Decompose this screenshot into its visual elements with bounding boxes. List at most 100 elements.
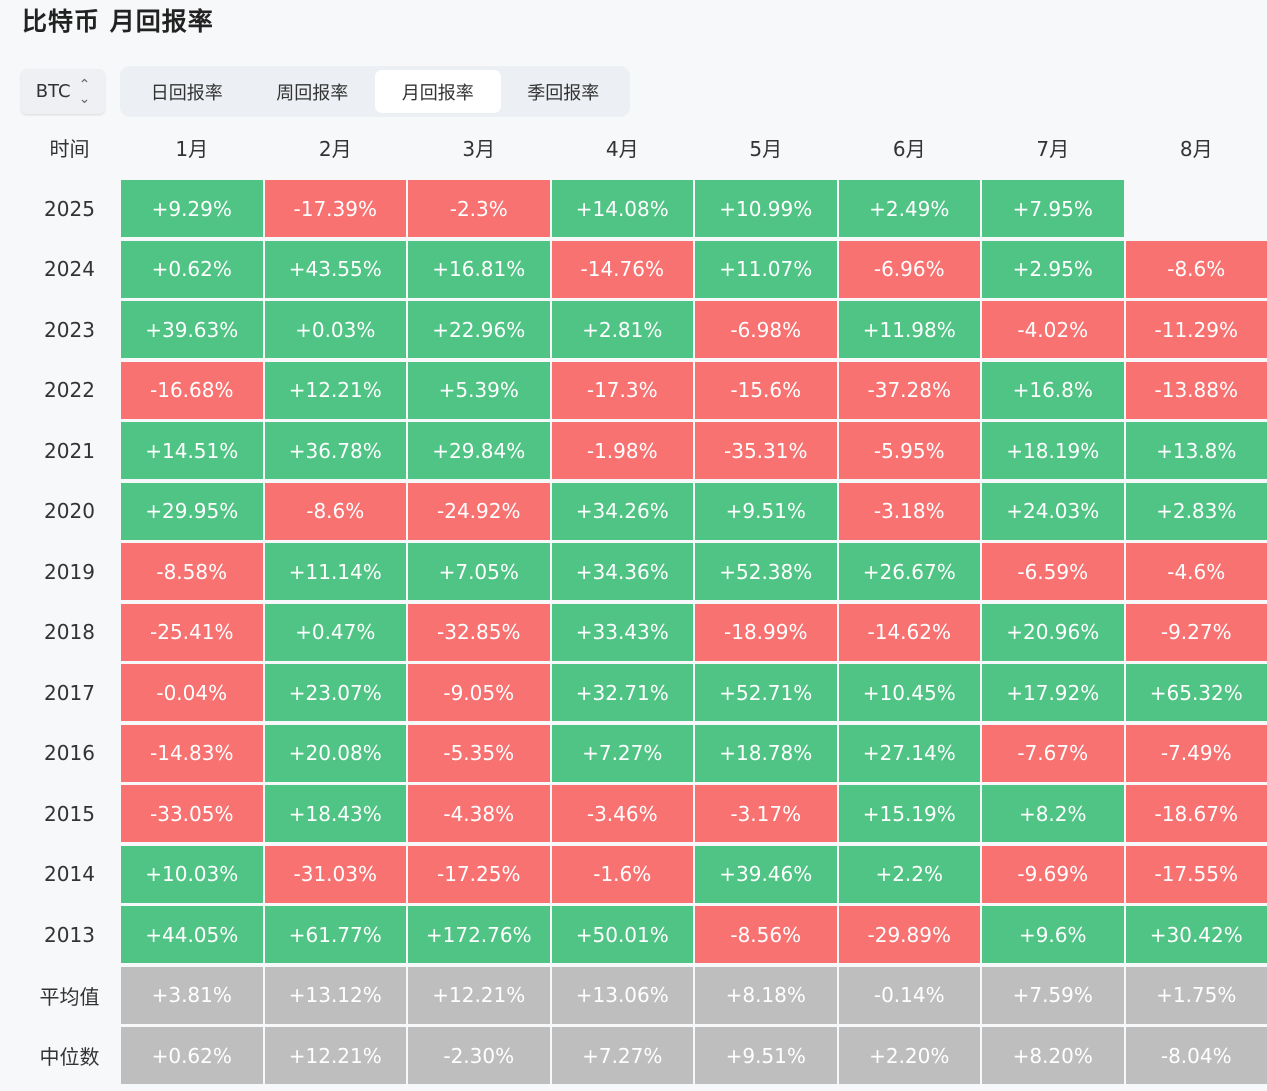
return-cell: -17.55% xyxy=(1125,845,1267,903)
return-cell: -35.31% xyxy=(695,422,837,479)
return-cell: +18.19% xyxy=(982,422,1124,479)
return-cell: +18.78% xyxy=(695,724,837,782)
return-cell: -3.18% xyxy=(838,482,980,540)
return-cell: -18.99% xyxy=(695,603,837,661)
return-cell: -11.29% xyxy=(1125,301,1267,358)
return-cell: +10.03% xyxy=(121,845,263,903)
return-cell xyxy=(1126,180,1267,237)
row-label-year: 2025 xyxy=(44,196,95,221)
return-cell: +17.92% xyxy=(982,664,1124,721)
return-cell: +50.01% xyxy=(551,906,693,963)
return-cell: +20.96% xyxy=(982,603,1124,661)
return-cell: -5.35% xyxy=(408,724,550,782)
return-cell: +10.45% xyxy=(838,664,980,721)
page-title: 比特币 月回报率 xyxy=(22,7,214,36)
return-cell: -16.68% xyxy=(121,361,263,419)
return-cell: -3.46% xyxy=(551,785,693,842)
return-cell: +29.95% xyxy=(121,482,263,540)
return-cell: +5.39% xyxy=(408,361,550,419)
return-cell: +36.78% xyxy=(264,422,406,479)
return-cell: +11.14% xyxy=(264,543,406,600)
return-cell: -3.17% xyxy=(695,785,837,842)
return-cell: -9.27% xyxy=(1125,603,1267,661)
return-cell: -13.88% xyxy=(1125,361,1267,419)
row-label-year: 2014 xyxy=(44,862,95,886)
return-cell: -4.6% xyxy=(1125,543,1267,600)
return-cell: -1.98% xyxy=(551,422,693,479)
return-cell: -8.6% xyxy=(1125,240,1267,298)
return-cell: +34.36% xyxy=(551,543,693,600)
row-label-year: 2021 xyxy=(44,438,95,463)
tab-quarterly-return[interactable]: 季回报率 xyxy=(527,82,600,104)
column-header-time: 时间 xyxy=(49,137,90,161)
return-cell: +24.03% xyxy=(982,482,1124,540)
return-cell: +22.96% xyxy=(408,301,550,358)
stat-cell: +2.20% xyxy=(838,1027,980,1084)
row-label-stat: 中位数 xyxy=(39,1045,100,1069)
return-cell: -8.56% xyxy=(695,906,837,963)
stat-cell: +8.20% xyxy=(982,1027,1124,1084)
return-cell: +2.95% xyxy=(982,240,1124,298)
column-header-month: 6月 xyxy=(892,137,926,161)
return-cell: -29.89% xyxy=(838,906,980,963)
stat-cell: +13.06% xyxy=(551,966,693,1024)
return-cell: +29.84% xyxy=(408,422,550,479)
return-cell: +9.6% xyxy=(982,906,1124,963)
return-cell: +9.29% xyxy=(121,180,263,237)
asset-selector-value: BTC xyxy=(35,81,71,102)
return-cell: -17.39% xyxy=(264,180,406,237)
return-cell: -5.95% xyxy=(838,422,980,479)
return-cell: +0.47% xyxy=(264,603,406,661)
return-cell: +44.05% xyxy=(121,906,263,963)
return-cell: -14.62% xyxy=(838,603,980,661)
column-header-month: 1月 xyxy=(175,137,209,161)
column-header-month: 8月 xyxy=(1179,137,1213,161)
return-cell: +43.55% xyxy=(264,240,406,298)
stat-cell: -2.30% xyxy=(408,1027,550,1084)
return-cell: +39.63% xyxy=(121,301,263,358)
return-cell: +52.71% xyxy=(695,664,837,721)
return-cell: +7.95% xyxy=(982,180,1124,237)
return-cell: -4.02% xyxy=(982,301,1124,358)
row-label-year: 2020 xyxy=(44,499,95,523)
return-cell: -2.3% xyxy=(408,180,550,237)
return-cell: -15.6% xyxy=(695,361,837,419)
row-label-year: 2022 xyxy=(44,378,95,402)
return-cell: +23.07% xyxy=(264,664,406,721)
return-cell: +2.2% xyxy=(838,845,980,903)
return-cell: +7.27% xyxy=(551,724,693,782)
stat-cell: +1.75% xyxy=(1125,966,1267,1024)
return-cell: -6.98% xyxy=(695,301,837,358)
return-cell: +52.38% xyxy=(695,543,837,600)
stat-cell: +7.27% xyxy=(551,1027,693,1084)
row-label-stat: 平均值 xyxy=(39,984,100,1009)
return-cell: +2.81% xyxy=(551,301,693,358)
return-cell: +16.8% xyxy=(982,361,1124,419)
tab-daily-return[interactable]: 日回报率 xyxy=(150,82,223,104)
monthly-return-table: 时间 1月 2月 3月 4月 5月 6月 7月 8月 2025 +9.29% -17.39% -2.3%… xyxy=(20,125,1267,1088)
return-cell: -0.04% xyxy=(121,664,263,721)
return-cell: -8.58% xyxy=(121,543,263,600)
return-cell: -9.05% xyxy=(408,664,550,721)
return-cell: +172.76% xyxy=(408,906,550,963)
return-cell: -18.67% xyxy=(1125,785,1267,842)
return-cell: -25.41% xyxy=(121,603,263,661)
column-header-month: 5月 xyxy=(749,137,783,161)
return-cell: -6.96% xyxy=(838,240,980,298)
return-cell: +7.05% xyxy=(408,543,550,600)
return-cell: +33.43% xyxy=(551,603,693,661)
tab-monthly-return[interactable]: 月回报率 xyxy=(375,70,501,113)
return-cell: -14.83% xyxy=(121,724,263,782)
return-cell: -6.59% xyxy=(982,543,1124,600)
tab-weekly-return[interactable]: 周回报率 xyxy=(276,82,349,104)
return-cell: +26.67% xyxy=(838,543,980,600)
row-label-year: 2013 xyxy=(44,922,95,947)
return-cell: +30.42% xyxy=(1125,906,1267,963)
return-cell: -37.28% xyxy=(838,361,980,419)
return-cell: +10.99% xyxy=(695,180,837,237)
row-label-year: 2023 xyxy=(44,317,95,342)
stat-cell: +12.21% xyxy=(408,966,550,1024)
asset-selector[interactable]: BTC ⌃ ⌄ xyxy=(21,69,105,114)
return-cell: -24.92% xyxy=(408,482,550,540)
chevron-up-down-icon: ⌃ ⌄ xyxy=(78,76,91,107)
